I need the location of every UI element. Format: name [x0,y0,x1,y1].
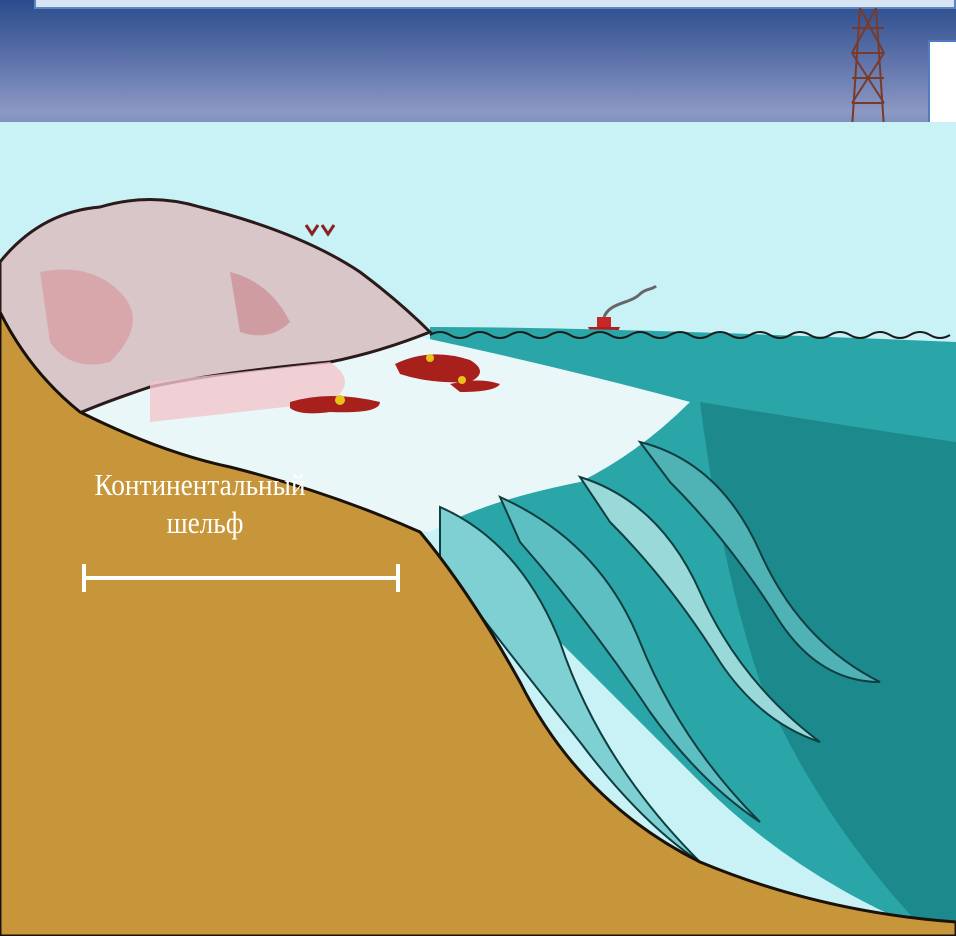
seafloor [0,311,956,936]
shelf-label-line-1: Континентальный [94,467,306,502]
continental-shelf-diagram [0,122,956,936]
shelf-label-line-2: шельф [166,505,244,540]
sea-surface [429,331,951,339]
title-bar [34,0,956,9]
oil-rig-icon [851,8,885,128]
text-box-fragment [928,40,956,124]
shelf-scale-bar [82,564,400,592]
reef-icon [290,354,500,414]
birds-icon [304,224,336,237]
